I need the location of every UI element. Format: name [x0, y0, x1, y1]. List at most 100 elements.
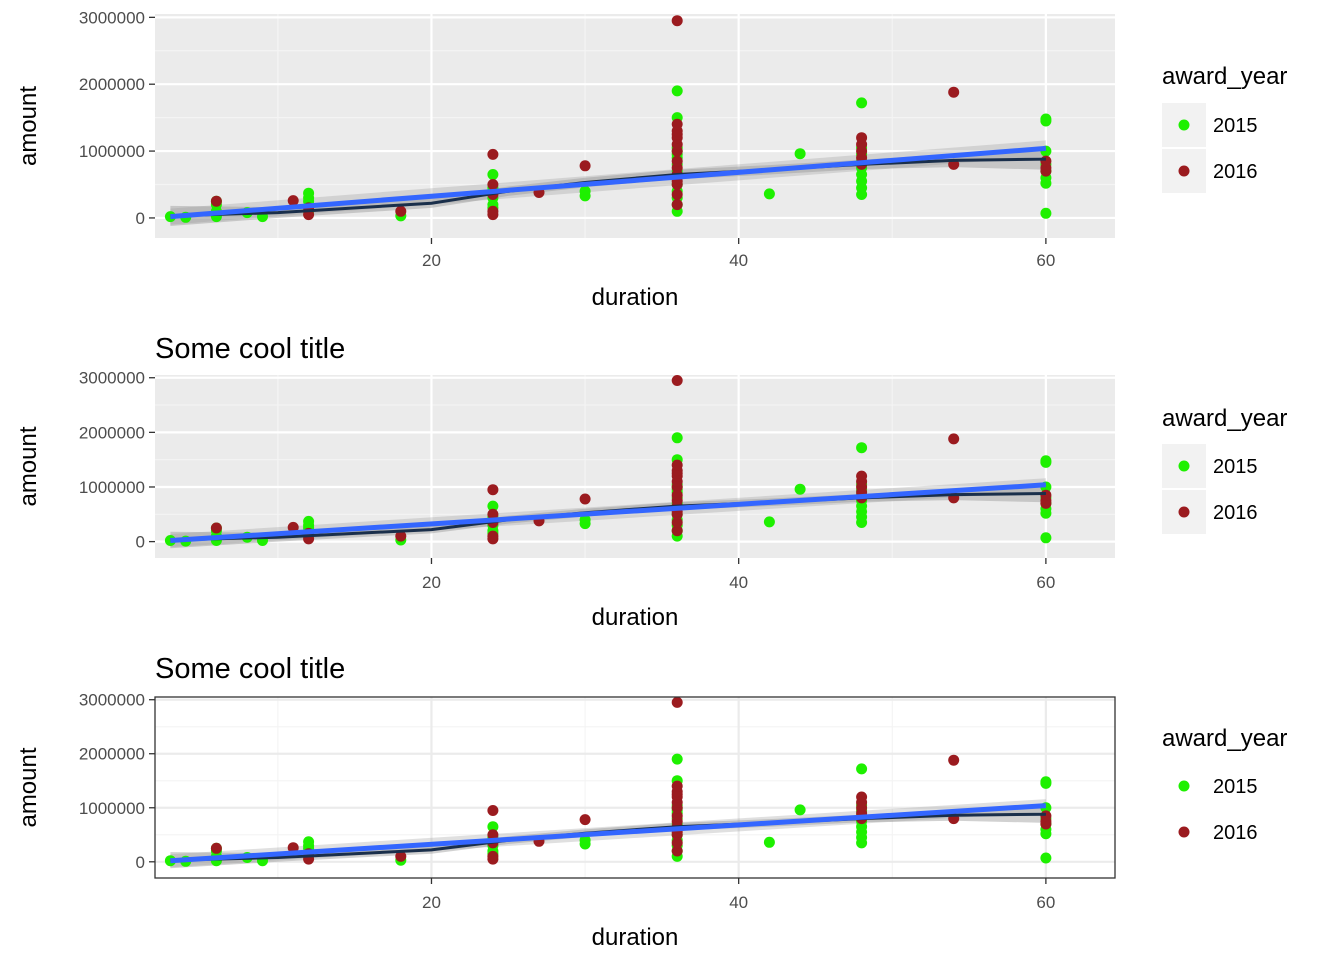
point-2015	[579, 185, 591, 197]
y-tick-label: 1000000	[79, 799, 145, 818]
plot-title: Some cool title	[155, 333, 345, 365]
point-2016	[395, 205, 407, 217]
y-tick-label: 0	[136, 209, 145, 228]
x-axis-title: duration	[592, 604, 679, 631]
point-2016	[671, 155, 683, 167]
y-tick-label: 2000000	[79, 75, 145, 94]
y-tick-label: 0	[136, 853, 145, 872]
chart-panel-2: 0 1000000 2000000 3000000 20 40 60 duration amou…	[15, 333, 1287, 631]
legend-key-2015	[1178, 119, 1190, 131]
point-2016	[287, 195, 299, 207]
point-2015	[579, 834, 591, 846]
point-2016	[856, 132, 868, 144]
point-2016	[579, 493, 591, 505]
point-2016	[487, 205, 499, 217]
point-2015	[763, 836, 775, 848]
legend: award_year 2015 2016	[1162, 725, 1287, 844]
point-2016	[395, 530, 407, 542]
y-tick-label: 3000000	[79, 8, 145, 27]
legend: award_year 2015 2016	[1162, 63, 1287, 193]
x-tick-label: 40	[729, 893, 748, 912]
point-2016	[210, 842, 222, 854]
point-2016	[210, 522, 222, 534]
point-2015	[763, 188, 775, 200]
point-2015	[1040, 455, 1052, 467]
point-2015	[1040, 776, 1052, 788]
linear-fit-line	[170, 482, 1047, 544]
point-2016	[948, 433, 960, 445]
point-2016	[487, 530, 499, 542]
point-2016	[487, 805, 499, 816]
legend-title: award_year	[1162, 405, 1287, 432]
point-2016	[948, 754, 960, 766]
point-2015	[1040, 532, 1052, 544]
point-2015	[1040, 113, 1052, 125]
point-2015	[763, 516, 775, 528]
point-2016	[487, 850, 499, 862]
point-2016	[671, 459, 683, 471]
point-2015	[794, 148, 806, 160]
point-2016	[1040, 155, 1052, 167]
y-tick-label: 2000000	[79, 745, 145, 764]
point-2016	[671, 489, 683, 501]
point-2016	[210, 195, 222, 207]
x-tick-label: 60	[1036, 573, 1055, 592]
point-2016	[671, 845, 683, 857]
point-2016	[671, 810, 683, 822]
point-2016	[856, 791, 868, 803]
point-2016	[487, 508, 499, 520]
legend-label-2016: 2016	[1213, 502, 1258, 524]
x-tick-label: 40	[729, 251, 748, 270]
point-2015	[794, 483, 806, 495]
y-tick-label: 0	[136, 533, 145, 552]
legend-label-2016: 2016	[1213, 161, 1258, 183]
legend-title: award_year	[1162, 63, 1287, 90]
point-2016	[671, 375, 683, 386]
linear-fit-line	[170, 803, 1047, 864]
legend-label-2015: 2015	[1213, 456, 1258, 478]
point-2015	[1040, 207, 1052, 219]
legend-key-2015	[1178, 460, 1190, 472]
point-2015	[303, 187, 315, 199]
point-2016	[671, 189, 683, 200]
legend-key-2016	[1178, 826, 1190, 838]
x-tick-label: 60	[1036, 251, 1055, 270]
y-axis-title: amount	[15, 426, 42, 506]
legend-title: award_year	[1162, 725, 1287, 752]
legend-key-2016	[1178, 165, 1190, 177]
legend-key-2015	[1178, 780, 1190, 792]
point-2016	[671, 837, 683, 849]
point-2016	[487, 829, 499, 841]
point-2016	[579, 160, 591, 172]
point-2015	[487, 500, 499, 512]
point-2016	[948, 86, 960, 98]
point-2016	[856, 470, 868, 482]
legend-label-2015: 2015	[1213, 115, 1258, 137]
x-tick-label: 20	[422, 893, 441, 912]
point-2015	[303, 836, 315, 848]
legend-label-2015: 2015	[1213, 776, 1258, 798]
point-2016	[487, 148, 499, 160]
point-2016	[671, 199, 683, 211]
x-tick-label: 20	[422, 573, 441, 592]
point-2015	[794, 804, 806, 816]
y-tick-label: 2000000	[79, 423, 145, 442]
point-2015	[671, 85, 683, 97]
plot-title: Some cool title	[155, 653, 345, 685]
point-2016	[1040, 810, 1052, 822]
chart-panel-3: 0 1000000 2000000 3000000 20 40 60 duration amou…	[15, 653, 1287, 951]
point-2016	[671, 118, 683, 130]
x-tick-label: 20	[422, 251, 441, 270]
y-axis-title: amount	[15, 747, 42, 827]
point-2016	[671, 15, 683, 27]
point-2015	[671, 753, 683, 765]
point-2015	[1040, 852, 1052, 864]
point-2016	[1040, 489, 1052, 501]
point-2015	[487, 169, 499, 180]
y-tick-label: 3000000	[79, 369, 145, 388]
point-2016	[671, 525, 683, 537]
linear-fit-line	[170, 145, 1047, 220]
x-tick-label: 60	[1036, 893, 1055, 912]
y-tick-label: 3000000	[79, 691, 145, 710]
